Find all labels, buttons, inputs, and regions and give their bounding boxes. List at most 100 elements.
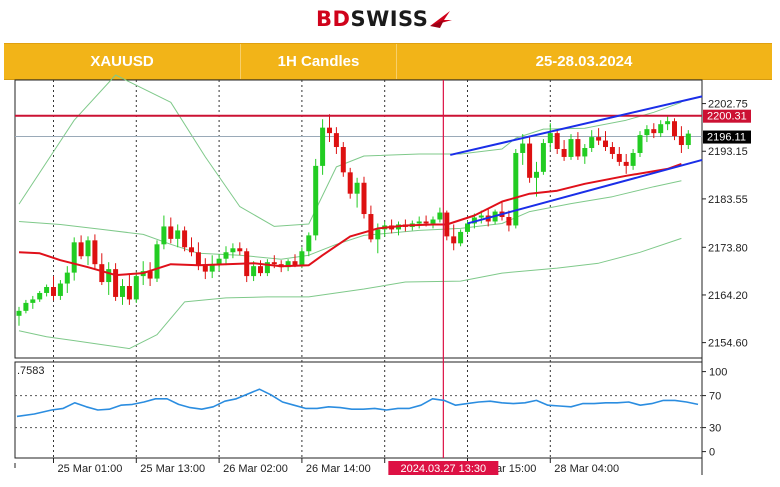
header-divider xyxy=(240,44,241,79)
y-tick-label: 2193.15 xyxy=(708,146,748,158)
y-tick-label: 2154.60 xyxy=(708,338,748,350)
candle-bullish xyxy=(582,148,588,157)
logo-arrow-icon xyxy=(430,11,453,28)
candle-bullish xyxy=(37,292,43,300)
candle-bullish xyxy=(120,286,125,297)
osc-tick-label: 100 xyxy=(709,367,727,379)
resistance-price-label-box xyxy=(703,109,751,123)
candle-bearish xyxy=(596,137,602,141)
bollinger-upper-band xyxy=(18,74,682,227)
y-tick-label: 2173.80 xyxy=(708,242,748,254)
candle-bearish xyxy=(678,136,684,146)
candle-bullish xyxy=(313,165,319,236)
candle-bullish xyxy=(64,272,70,284)
candle-bullish xyxy=(44,287,50,293)
candle-bearish xyxy=(623,161,629,166)
candle-bullish xyxy=(513,152,519,226)
resistance-price-label: 2200.31 xyxy=(707,111,747,123)
candle-bearish xyxy=(78,242,84,257)
candle-bearish xyxy=(527,143,533,178)
oscillator-value-label: .7583 xyxy=(17,365,45,377)
osc-tick-label: 70 xyxy=(709,391,721,403)
candle-bullish xyxy=(216,258,222,265)
candle-bearish xyxy=(182,230,188,248)
candle-bullish xyxy=(589,137,595,149)
candle-bullish xyxy=(520,143,526,153)
candle-bullish xyxy=(16,310,22,316)
candle-bullish xyxy=(458,231,464,244)
candle-bearish xyxy=(561,149,567,157)
candle-bullish xyxy=(471,217,477,224)
candle-bearish xyxy=(368,214,374,240)
candle-bullish xyxy=(71,242,77,273)
candle-bearish xyxy=(237,248,243,252)
candle-bullish xyxy=(354,182,360,194)
osc-tick-label: 30 xyxy=(709,423,721,435)
moving-average-line xyxy=(18,162,682,277)
y-tick-label: 2183.55 xyxy=(708,194,748,206)
candle-bullish xyxy=(644,129,650,136)
candle-bullish xyxy=(306,235,312,252)
candle-bearish xyxy=(616,153,622,162)
bollinger-lower-band xyxy=(18,237,682,350)
crosshair-date-box xyxy=(388,461,499,475)
crosshair-date-label: 2024.03.27 13:30 xyxy=(401,463,487,475)
candle-bearish xyxy=(126,286,132,300)
chart-header: XAUUSD 1H Candles 25-28.03.2024 xyxy=(4,43,772,80)
candle-bearish xyxy=(506,217,512,226)
candle-bearish xyxy=(575,139,581,157)
y-tick-label: 2164.20 xyxy=(708,290,748,302)
symbol-label: XAUUSD xyxy=(90,53,154,70)
x-tick-label: 28 Mar 04:00 xyxy=(554,463,619,475)
x-tick-label: 26 Mar 14:00 xyxy=(306,463,371,475)
candle-bullish xyxy=(478,215,484,218)
candle-bearish xyxy=(333,133,339,148)
candle-bearish xyxy=(340,147,346,173)
candle-bullish xyxy=(264,262,270,274)
candle-bearish xyxy=(327,127,332,134)
timeframe-label: 1H Candles xyxy=(277,53,360,70)
candle-bearish xyxy=(92,240,98,265)
candle-bearish xyxy=(168,226,174,239)
candle-bullish xyxy=(568,139,574,157)
osc-tick-label: 0 xyxy=(709,447,715,459)
candle-bullish xyxy=(285,261,291,268)
header-divider xyxy=(396,44,397,79)
candle-bullish xyxy=(209,264,215,272)
candle-bullish xyxy=(161,226,167,245)
candle-bearish xyxy=(423,221,429,224)
candle-bullish xyxy=(685,133,691,146)
candle-bullish xyxy=(665,121,671,125)
candle-bullish xyxy=(23,302,29,311)
candle-bullish xyxy=(630,152,636,166)
current-price-label: 2196.11 xyxy=(707,132,746,144)
x-tick-label: 25 Mar 13:00 xyxy=(140,463,205,475)
logo-text-bd: BD xyxy=(316,7,351,31)
candle-bullish xyxy=(175,230,181,239)
candle-bearish xyxy=(147,271,153,279)
candle-bullish xyxy=(133,276,139,300)
x-tick-label: 26 Mar 02:00 xyxy=(223,463,288,475)
candle-bearish xyxy=(651,129,657,134)
candle-bearish xyxy=(258,266,263,274)
bdswiss-logo: BD SWISS xyxy=(316,4,454,34)
candle-bullish xyxy=(30,299,36,303)
candle-bullish xyxy=(534,171,539,178)
candle-bearish xyxy=(361,182,367,215)
candle-bearish xyxy=(451,236,457,244)
price-panel-frame xyxy=(14,79,703,359)
candle-bullish xyxy=(540,143,546,172)
candle-bearish xyxy=(202,265,208,272)
date-range-label: 25-28.03.2024 xyxy=(535,53,633,70)
candle-bullish xyxy=(106,269,112,283)
candle-bullish xyxy=(85,240,91,257)
lower-trendline xyxy=(467,158,703,225)
candle-bullish xyxy=(375,229,381,240)
candle-bullish xyxy=(223,252,229,259)
candle-bearish xyxy=(672,121,677,137)
bollinger-middle-band xyxy=(18,180,682,260)
candle-bullish xyxy=(320,127,326,166)
candle-bullish xyxy=(299,251,305,266)
candle-bullish xyxy=(430,219,436,224)
